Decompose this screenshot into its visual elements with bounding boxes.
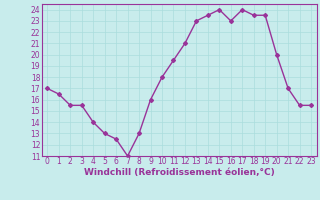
X-axis label: Windchill (Refroidissement éolien,°C): Windchill (Refroidissement éolien,°C) [84,168,275,177]
